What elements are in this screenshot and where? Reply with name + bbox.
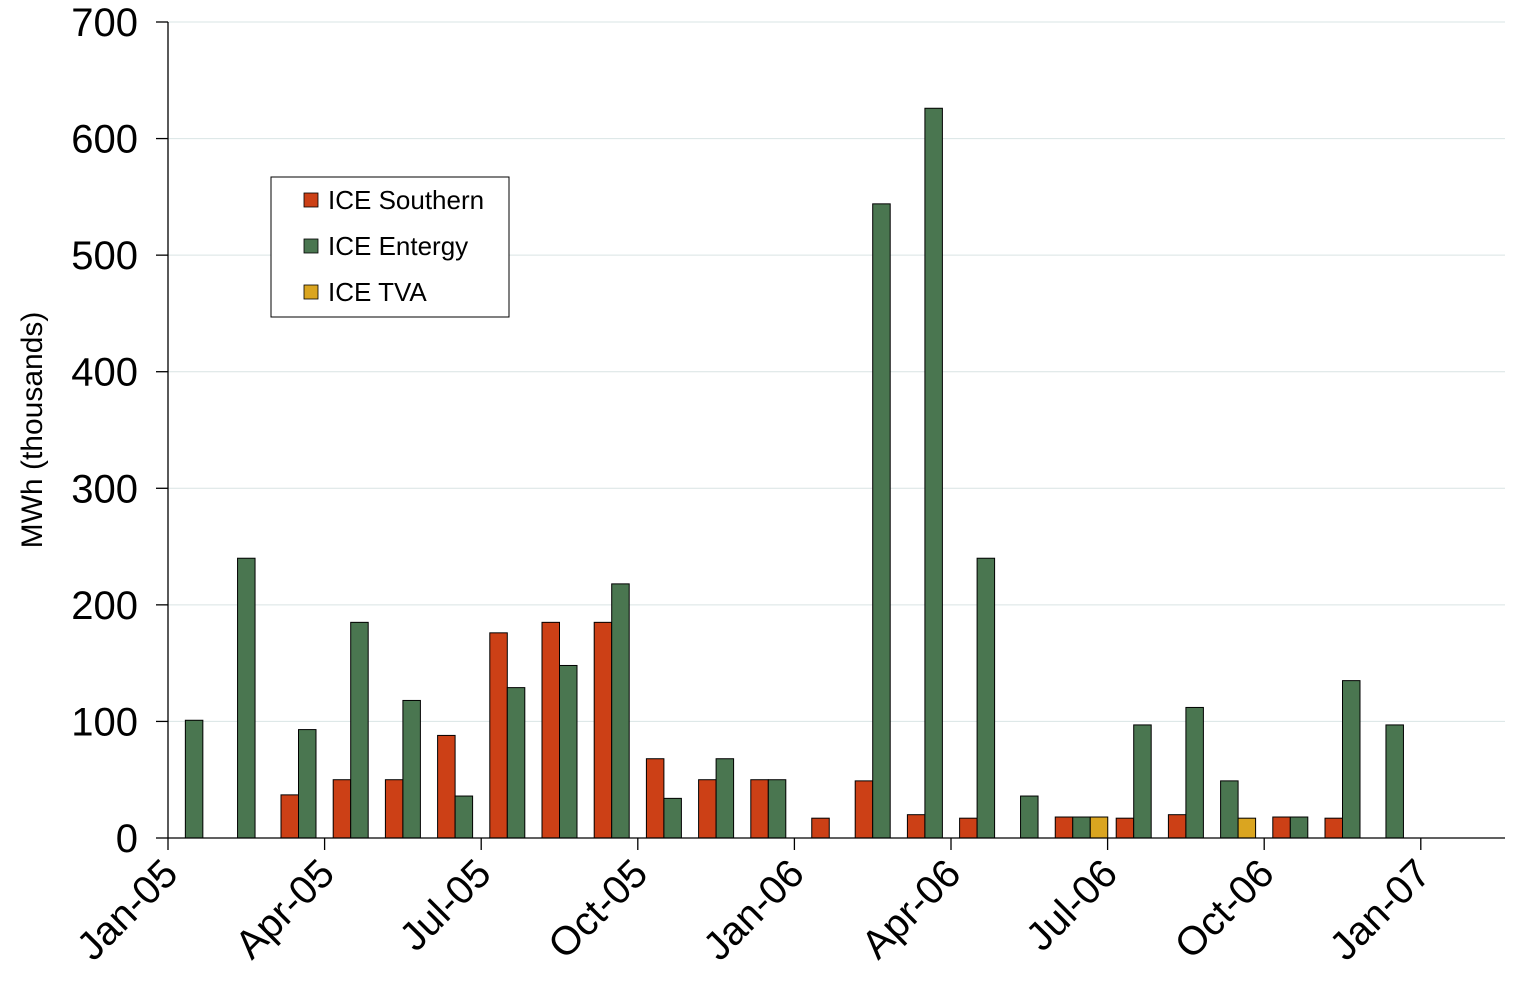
x-tick-label: Jan-07 <box>1322 851 1440 969</box>
x-tick-label: Jul-06 <box>1018 851 1126 959</box>
x-tick-label: Jan-05 <box>69 851 187 969</box>
bar-ice-southern-mar-05 <box>280 794 299 839</box>
bar-ice-southern-nov-05 <box>698 779 717 839</box>
bar-ice-entergy-jun-06 <box>1072 816 1091 839</box>
bar-ice-entergy-jan-05 <box>184 719 204 839</box>
bar-ice-entergy-apr-05 <box>350 621 369 839</box>
bar-ice-entergy-oct-05 <box>663 797 682 839</box>
bar-ice-southern-dec-05 <box>750 779 769 839</box>
y-ticks: 0 100 200 300 400 500 600 700 <box>71 1 168 861</box>
bar-ice-entergy-aug-06 <box>1185 706 1204 839</box>
bar-ice-southern-oct-05 <box>645 758 665 839</box>
y-tick-label: 600 <box>71 118 138 162</box>
bar-ice-entergy-feb-05 <box>237 557 256 839</box>
x-tick-label: Jul-05 <box>391 851 499 959</box>
axes <box>167 22 1505 839</box>
y-tick-label: 500 <box>71 234 138 278</box>
x-tick-label: Apr-05 <box>227 851 343 967</box>
bar-ice-entergy-jul-06 <box>1133 724 1152 839</box>
bar-ice-entergy-nov-06 <box>1342 680 1361 839</box>
y-tick-label: 400 <box>71 351 138 395</box>
x-tick-label: Apr-06 <box>853 851 969 967</box>
legend-swatch-southern <box>303 192 319 208</box>
bar-ice-southern-aug-05 <box>541 621 560 839</box>
bars-group <box>184 107 1404 839</box>
y-tick-label: 700 <box>71 1 138 45</box>
legend-label-southern: ICE Southern <box>328 185 484 215</box>
y-axis-title: MWh (thousands) <box>16 312 49 549</box>
gridlines <box>168 21 1505 722</box>
bar-ice-southern-jul-05 <box>489 632 508 839</box>
legend-swatch-tva <box>303 284 319 300</box>
bar-ice-entergy-jul-05 <box>506 687 526 839</box>
bar-ice-entergy-nov-05 <box>715 758 735 839</box>
bar-ice-southern-oct-06 <box>1272 816 1291 839</box>
bar-ice-southern-may-05 <box>384 779 404 839</box>
legend-label-entergy: ICE Entergy <box>328 231 468 261</box>
bar-ice-southern-jun-06 <box>1054 816 1074 839</box>
bar-ice-southern-jul-06 <box>1115 817 1135 839</box>
bar-ice-entergy-feb-06 <box>872 203 891 839</box>
bar-ice-entergy-mar-05 <box>298 729 317 839</box>
bar-ice-tva-jun-06 <box>1089 816 1109 839</box>
x-tick-label: Oct-05 <box>540 851 656 967</box>
bar-ice-entergy-sep-06 <box>1220 780 1239 839</box>
y-tick-label: 200 <box>71 584 138 628</box>
bar-ice-southern-sep-05 <box>593 621 613 839</box>
y-tick-label: 300 <box>71 467 138 511</box>
bar-ice-southern-apr-06 <box>959 817 978 839</box>
x-ticks: Jan-05 Apr-05 Jul-05 Oct-05 Jan-06 Apr-06 Jul-… <box>69 838 1439 969</box>
bar-ice-entergy-may-06 <box>1020 795 1039 839</box>
x-tick-label: Jan-06 <box>695 851 813 969</box>
bar-ice-tva-sep-06 <box>1237 817 1257 839</box>
bar-ice-entergy-jun-05 <box>454 795 474 839</box>
bar-ice-southern-nov-06 <box>1324 817 1343 839</box>
bar-ice-entergy-dec-05 <box>767 779 787 839</box>
bar-ice-southern-aug-06 <box>1167 814 1187 839</box>
legend-label-tva: ICE TVA <box>328 277 427 307</box>
bar-ice-southern-feb-06 <box>854 780 874 839</box>
bar-ice-entergy-aug-05 <box>559 664 578 839</box>
bar-ice-southern-apr-05 <box>332 779 352 839</box>
legend: ICE Southern ICE Entergy ICE TVA <box>270 176 510 318</box>
bar-ice-southern-mar-06 <box>906 814 926 839</box>
bar-ice-entergy-sep-05 <box>611 583 630 839</box>
bar-ice-entergy-dec-06 <box>1385 724 1404 839</box>
bar-ice-entergy-apr-06 <box>976 557 996 839</box>
legend-swatch-entergy <box>303 238 319 254</box>
bar-ice-southern-jun-05 <box>437 734 456 839</box>
x-tick-label: Oct-06 <box>1167 851 1283 967</box>
bar-ice-entergy-mar-06 <box>924 107 943 839</box>
y-tick-label: 0 <box>116 817 138 861</box>
bar-ice-southern-jan-06 <box>811 817 830 839</box>
y-tick-label: 100 <box>71 700 138 744</box>
bar-ice-entergy-may-05 <box>402 699 421 839</box>
bar-ice-entergy-oct-06 <box>1289 816 1309 839</box>
